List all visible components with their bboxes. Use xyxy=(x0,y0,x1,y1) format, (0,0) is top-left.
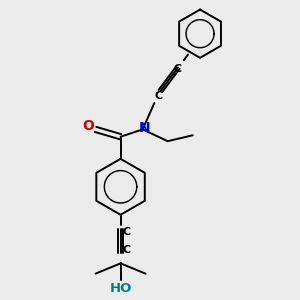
Text: N: N xyxy=(138,121,150,135)
Text: O: O xyxy=(82,119,94,134)
Text: C: C xyxy=(123,245,131,255)
Text: HO: HO xyxy=(110,282,132,295)
Text: C: C xyxy=(123,227,131,237)
Text: C: C xyxy=(155,91,163,100)
Text: C: C xyxy=(174,64,182,74)
